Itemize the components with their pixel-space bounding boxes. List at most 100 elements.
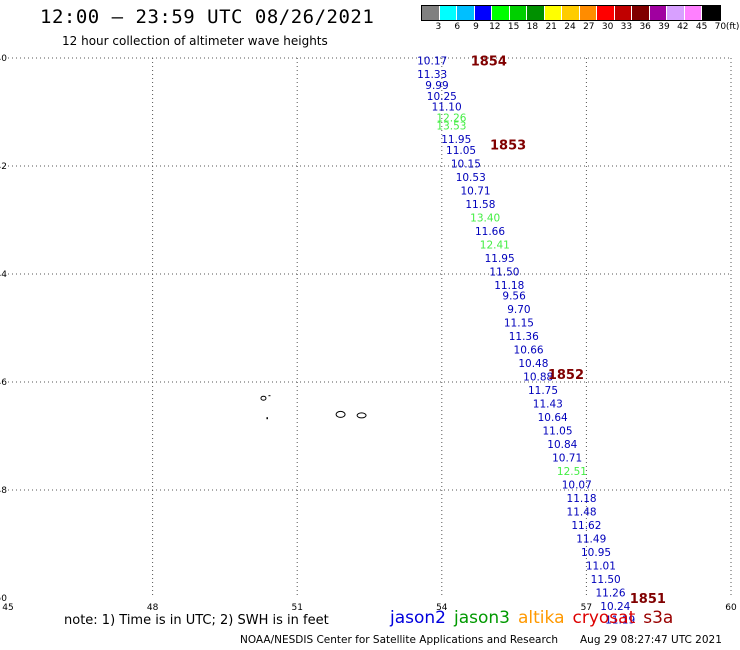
lat-tick-label: -48	[0, 486, 7, 496]
legend-swatch	[562, 6, 580, 20]
legend-swatch	[527, 6, 545, 20]
swh-value-label: 11.75	[528, 385, 558, 397]
swh-value-label: 9.70	[507, 304, 530, 316]
satellite-legend: jason2 jason3 altika cryosat s3a	[390, 608, 681, 628]
swh-value-label: 11.43	[533, 399, 563, 411]
legend-swatch	[702, 6, 720, 20]
swh-value-label: 11.05	[446, 145, 476, 157]
legend-label: 6	[454, 22, 461, 32]
legend-swatches	[421, 5, 721, 21]
legend-label: 12	[489, 22, 501, 32]
legend-swatch	[632, 6, 650, 20]
swh-value-label: 11.18	[494, 280, 524, 292]
legend-label: 45	[695, 22, 708, 32]
lat-tick-label: -42	[0, 162, 7, 172]
lon-tick-label: 60	[725, 603, 737, 613]
lon-tick-label: 48	[147, 603, 159, 613]
legend-swatch	[474, 6, 492, 20]
legend-swatch	[422, 6, 440, 20]
swh-value-label: 9.56	[502, 291, 526, 303]
swh-value-label: 11.01	[586, 561, 616, 573]
legend-label: 33	[620, 22, 633, 32]
legend-label: 36	[639, 22, 651, 32]
satellite-label: s3a	[643, 608, 674, 628]
legend-swatch	[667, 6, 685, 20]
legend-label: 30	[601, 22, 614, 32]
swh-value-label: 11.26	[595, 588, 625, 600]
legend-label: 9	[473, 22, 479, 32]
swh-value-label: 11.95	[485, 253, 515, 265]
legend-label: 42	[677, 22, 689, 32]
swh-value-label: 11.50	[591, 574, 621, 586]
swh-value-label: 11.18	[567, 493, 597, 505]
legend-swatch	[597, 6, 615, 20]
swh-value-label: 11.50	[489, 266, 519, 278]
swh-value-label: 11.62	[571, 520, 601, 532]
island-outline	[335, 410, 346, 418]
swh-value-label: 11.33	[417, 69, 447, 81]
swh-value-label: 11.36	[509, 331, 539, 343]
swh-value-label: 10.24	[600, 601, 630, 613]
legend-label: 3	[435, 22, 442, 32]
swh-value-label: 11.66	[475, 226, 505, 238]
swh-value-label: 11.49	[576, 534, 606, 546]
lon-tick-label: 57	[581, 603, 592, 613]
pass-time-label: 1854	[471, 55, 507, 70]
lon-tick-label: 51	[291, 603, 302, 613]
swh-value-label: 12.51	[557, 466, 587, 478]
legend-swatch	[492, 6, 510, 20]
island-dot	[268, 395, 271, 397]
swh-value-label: 11.19	[605, 615, 635, 627]
swh-value-label: 12.26	[436, 112, 466, 124]
swh-value-label: 13.53	[436, 121, 466, 133]
legend-swatch	[544, 6, 562, 20]
legend-label: 21	[545, 22, 557, 32]
swh-value-label: 12.41	[480, 239, 510, 251]
legend-swatch	[684, 6, 702, 20]
satellite-label: jason3	[454, 608, 510, 628]
swh-value-label: 11.10	[432, 102, 462, 114]
legend-unit: (ft)	[725, 22, 740, 32]
legend-swatch	[439, 6, 457, 20]
legend-labels: 3 6 9 12 15 18 21 24 27 30 33 36 39 42 45 70 (ft)	[421, 22, 740, 34]
lat-tick-label: -50	[0, 594, 7, 604]
swh-value-label: 10.88	[523, 372, 553, 384]
legend-label: 15	[507, 22, 520, 32]
generation-timestamp: Aug 29 08:27:47 UTC 2021	[580, 634, 722, 646]
legend-label: 27	[583, 22, 595, 32]
swh-value-label: 9.99	[425, 80, 448, 92]
lat-tick-label: -44	[0, 270, 7, 280]
swh-value-label: 10.66	[514, 345, 544, 357]
satellite-label: jason2	[390, 608, 446, 628]
legend-label: 70	[714, 22, 727, 32]
swh-value-label: 13.40	[470, 212, 500, 224]
swh-value-label: 10.84	[547, 439, 577, 451]
credit-text: NOAA/NESDIS Center for Satellite Applica…	[240, 634, 558, 646]
swh-value-label: 10.71	[461, 185, 491, 197]
legend-swatch	[509, 6, 527, 20]
swh-value-label: 10.53	[456, 172, 486, 184]
legend-label: 18	[526, 22, 539, 32]
swh-value-label: 10.25	[427, 91, 457, 103]
swh-value-label: 11.95	[441, 134, 471, 146]
swh-value-label: 11.15	[504, 318, 534, 330]
legend-label: 39	[658, 22, 670, 32]
map-subtitle: 12 hour collection of altimeter wave hei…	[62, 34, 328, 48]
legend-swatch	[649, 6, 667, 20]
swh-value-label: 10.17	[417, 56, 447, 68]
pass-time-label: 1853	[490, 138, 526, 153]
island-dot	[266, 417, 268, 420]
legend-swatch	[579, 6, 597, 20]
lat-tick-label: -40	[0, 54, 7, 64]
footer-note: note: 1) Time is in UTC; 2) SWH is in fe…	[64, 613, 329, 628]
lat-tick-label: -46	[0, 378, 7, 388]
legend-swatch	[614, 6, 632, 20]
legend-label: 24	[564, 22, 576, 32]
swh-value-label: 10.64	[538, 412, 568, 424]
swh-value-label: 10.07	[562, 480, 592, 492]
pass-time-label: 1851	[630, 592, 666, 607]
lon-tick-label: 45	[2, 603, 13, 613]
swh-value-label: 10.15	[451, 158, 481, 170]
legend-swatch	[457, 6, 475, 20]
